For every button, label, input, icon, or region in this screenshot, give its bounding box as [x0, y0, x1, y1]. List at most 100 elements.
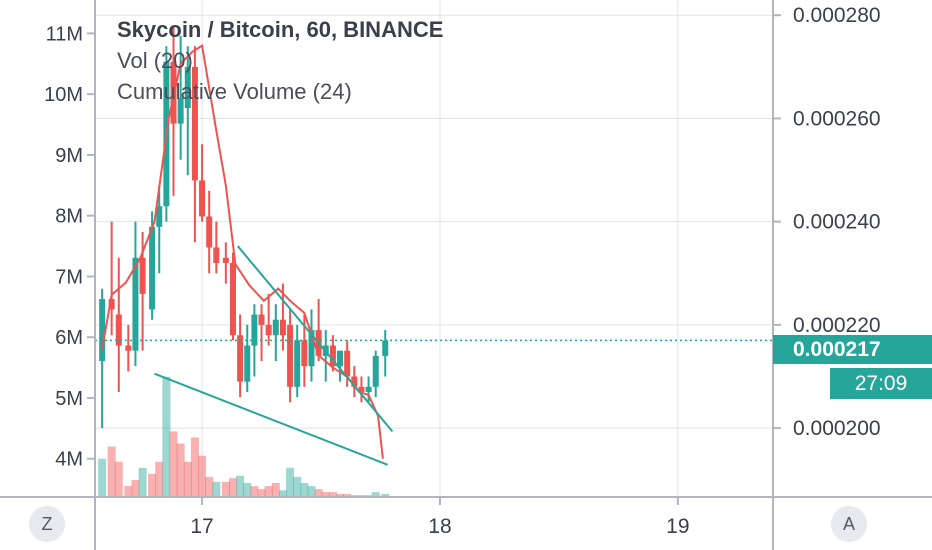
- time-tick-label: 17: [190, 515, 213, 538]
- candle-body: [132, 257, 139, 351]
- volume-bar: [381, 493, 390, 497]
- volume-tick-label: 10M: [44, 84, 83, 106]
- candle-body: [184, 66, 191, 109]
- candle-body: [372, 355, 379, 387]
- candle-body: [272, 319, 279, 336]
- candle-body: [115, 314, 122, 346]
- volume-bar: [321, 492, 330, 497]
- candle-body: [244, 345, 251, 382]
- volume-bar: [293, 476, 302, 497]
- candle-body: [265, 324, 272, 336]
- zoom-reset-button[interactable]: Z: [29, 506, 65, 542]
- volume-bar: [228, 478, 237, 497]
- volume-bar: [221, 481, 230, 497]
- candle-body: [279, 319, 286, 336]
- volume-bar: [198, 455, 207, 497]
- volume-bar: [205, 476, 214, 497]
- candle-body: [287, 324, 294, 387]
- candle-body: [308, 330, 315, 367]
- candle-body: [229, 262, 236, 336]
- price-tick-label: 0.000220: [793, 314, 881, 337]
- volume-bar: [190, 437, 199, 497]
- candle-body: [191, 66, 198, 181]
- price-tick-label: 0.000200: [793, 417, 881, 440]
- volume-bar: [169, 431, 178, 497]
- candlesticks: [99, 25, 389, 429]
- candle-body: [177, 97, 184, 124]
- last-price-badge: 0.000217: [773, 335, 932, 364]
- volume-bar: [236, 475, 245, 497]
- candle-body: [125, 345, 132, 351]
- volume-bar: [307, 486, 316, 497]
- price-tick-label: 0.000260: [793, 107, 881, 130]
- candle-body: [329, 345, 336, 367]
- volume-bar: [336, 493, 345, 497]
- candle-body: [258, 314, 265, 325]
- auto-scale-button[interactable]: A: [831, 506, 867, 542]
- legend-vol: Vol (20): [117, 48, 193, 73]
- candle-body: [294, 340, 301, 387]
- chart-legend: Skycoin / Bitcoin, 60, BINANCE Vol (20) …: [117, 14, 443, 107]
- trendline: [154, 372, 388, 466]
- candle-body: [108, 299, 115, 310]
- volume-tick-label: 8M: [55, 206, 83, 228]
- legend-title: Skycoin / Bitcoin, 60, BINANCE: [117, 17, 444, 42]
- volume-bar: [257, 489, 266, 497]
- time-tick-label: 19: [666, 515, 689, 538]
- volume-bar: [162, 376, 171, 497]
- candle-body: [139, 257, 146, 294]
- volume-bar: [286, 467, 295, 497]
- volume-tick-label: 11M: [46, 23, 83, 45]
- price-tick-label: 0.000280: [793, 4, 881, 27]
- candle-body: [344, 350, 351, 377]
- trendline: [236, 245, 394, 433]
- volume-tick-label: 4M: [55, 449, 83, 471]
- volume-bar: [148, 473, 157, 497]
- candle-body: [237, 335, 244, 382]
- volume-bar: [183, 461, 192, 497]
- volume-bar: [98, 458, 107, 497]
- volume-bar: [131, 479, 140, 497]
- candle-body: [213, 247, 220, 263]
- time-tick-label: 18: [428, 515, 451, 538]
- candle-body: [351, 376, 358, 387]
- candle-body: [206, 216, 213, 248]
- volume-bar: [114, 461, 123, 497]
- bar-countdown-badge: 27:09: [830, 368, 932, 399]
- volume-bar: [176, 443, 185, 497]
- volume-bar: [124, 486, 133, 497]
- candle-body: [99, 299, 106, 362]
- candle-body: [365, 386, 372, 392]
- trendlines: [95, 245, 773, 466]
- volume-bar: [314, 489, 323, 497]
- volume-bar: [212, 481, 221, 497]
- volume-tick-label: 9M: [55, 145, 83, 167]
- volume-tick-label: 5M: [55, 388, 83, 410]
- candle-body: [337, 350, 344, 367]
- volume-bar: [343, 493, 352, 497]
- volume-bar: [300, 483, 309, 497]
- candle-body: [251, 314, 258, 346]
- volume-bar: [138, 467, 147, 497]
- volume-bar: [264, 486, 273, 497]
- price-tick-label: 0.000240: [793, 211, 881, 234]
- volume-bar: [278, 490, 287, 497]
- candle-body: [301, 340, 308, 367]
- volume-bar: [243, 483, 252, 497]
- volume-bar: [371, 492, 380, 497]
- volume-tick-label: 6M: [55, 327, 83, 349]
- candle-body: [156, 206, 163, 227]
- volume-bar: [271, 483, 280, 497]
- candle-body: [149, 226, 156, 310]
- volume-bar: [250, 486, 259, 497]
- candle-body: [222, 257, 229, 263]
- candle-body: [358, 386, 365, 392]
- volume-bar: [155, 461, 164, 497]
- candle-body: [199, 180, 206, 217]
- legend-cumulative-volume: Cumulative Volume (24): [117, 79, 352, 104]
- volume-bars: [98, 376, 390, 497]
- volume-tick-label: 7M: [55, 266, 83, 288]
- volume-bar: [328, 492, 337, 497]
